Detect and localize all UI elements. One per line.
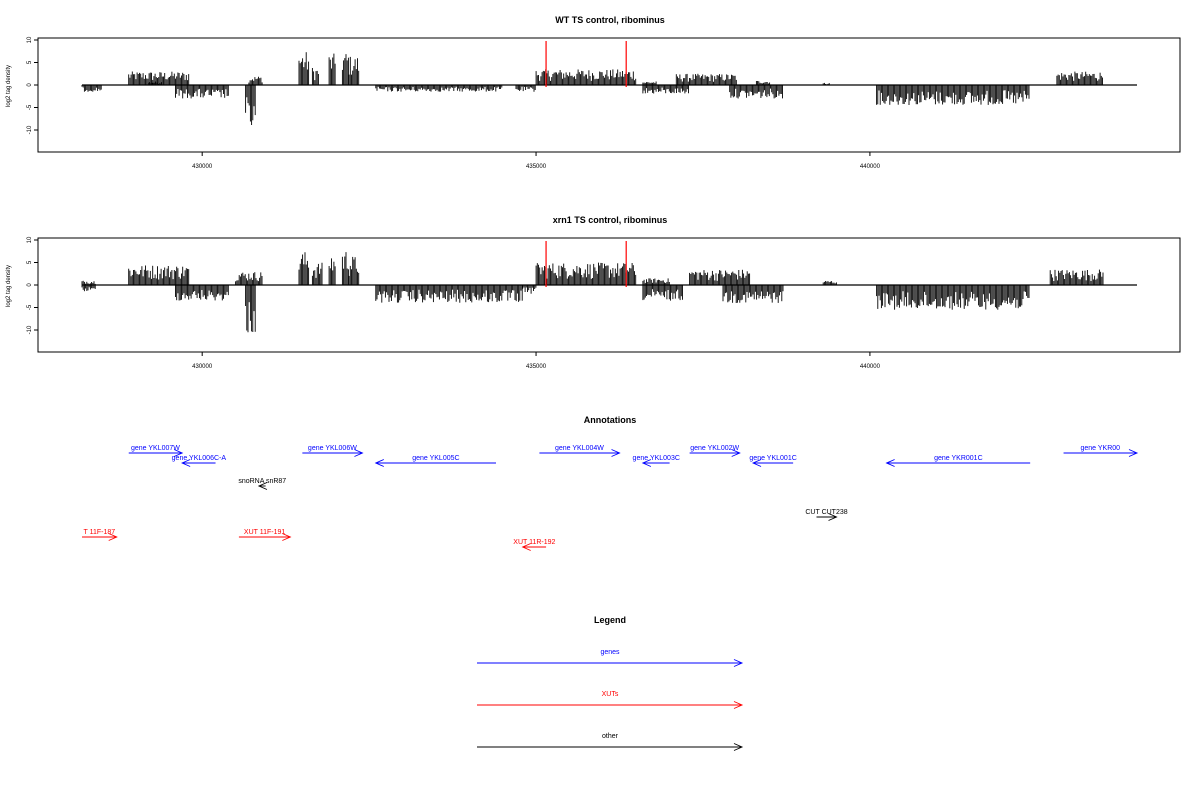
y-tick-label: 0 (27, 283, 33, 287)
xrn1-coverage-bars (81, 252, 1137, 333)
annotation-label: snoRNA snR87 (238, 478, 286, 485)
wt-coverage-panel: WT TS control, ribominus log2 tag densit… (6, 15, 1181, 170)
wt-coverage-bars (81, 52, 1137, 125)
wt-y-axis-label: log2 tag density (6, 65, 12, 107)
x-tick-label: 435000 (526, 164, 547, 170)
xrn1-axes: 10 5 0 -5 -10 430000 435000 440000 (27, 236, 1181, 370)
annotation-feature: gene YKR001C (885, 455, 1031, 467)
annotation-label: gene YKL006C-A (172, 455, 227, 462)
annotation-feature: gene YKL007W (128, 445, 184, 457)
annotation-feature: XUT 11F-191 (238, 529, 292, 541)
annotation-feature: gene YKL006W (302, 445, 364, 457)
annotation-label: gene YKR00 (1080, 445, 1120, 452)
plot-frame (37, 37, 1181, 153)
arrowhead (521, 543, 531, 551)
arrowhead (257, 482, 268, 490)
arrowhead (181, 459, 191, 467)
y-tick-label: 5 (27, 260, 33, 264)
x-tick-label: 430000 (192, 164, 213, 170)
arrowhead (641, 459, 652, 467)
annotation-feature: gene YKL004W (539, 445, 621, 457)
annotation-label: gene YKL005C (412, 455, 459, 462)
annotation-feature: snoRNA snR87 (238, 478, 286, 490)
plot-frame (37, 237, 1181, 353)
annotation-label: CUT CUT238 (805, 509, 847, 516)
legend-label: other (602, 733, 619, 740)
x-tick-label: 430000 (192, 364, 213, 370)
x-tick-label: 440000 (860, 364, 881, 370)
annotation-feature: XUT 11R-192 (513, 539, 556, 551)
annotation-label: gene YKL007W (131, 445, 180, 452)
y-tick-label: -10 (27, 325, 33, 334)
arrowhead (282, 533, 292, 541)
annotation-label: XUT 11F-191 (244, 529, 285, 536)
annotation-label: gene YKR001C (934, 455, 983, 462)
arrowhead (611, 449, 621, 457)
annotation-label: gene YKL003C (633, 455, 680, 462)
legend-item: XUTs (477, 691, 744, 709)
annotation-label: gene YKL004W (555, 445, 604, 452)
legend-label: genes (600, 649, 620, 656)
y-tick-label: 5 (27, 60, 33, 64)
xrn1-region-markers (545, 241, 627, 287)
xrn1-y-axis-label: log2 tag density (6, 265, 12, 307)
xrn1-panel-title: xrn1 TS control, ribominus (553, 215, 668, 225)
annotation-feature: gene YKL005C (374, 455, 496, 467)
annotations-title: Annotations (584, 415, 637, 425)
annotation-label: gene YKL001C (749, 455, 796, 462)
arrowhead (828, 513, 838, 521)
y-tick-label: 10 (27, 36, 33, 43)
y-tick-label: -5 (27, 104, 33, 110)
arrowhead (173, 449, 184, 457)
legend-item: genes (477, 649, 744, 667)
xrn1-coverage-panel: xrn1 TS control, ribominus log2 tag dens… (6, 215, 1181, 370)
x-tick-label: 440000 (860, 164, 881, 170)
y-tick-label: -5 (27, 304, 33, 310)
x-tick-label: 435000 (526, 364, 547, 370)
arrowhead (374, 459, 384, 467)
annotation-feature: gene YKL002W (689, 445, 741, 457)
y-tick-label: -10 (27, 125, 33, 134)
legend: Legend genes XUTs other (477, 615, 744, 751)
arrowhead (1128, 449, 1139, 457)
annotation-features: gene YKL007W gene YKL006C-A gene YKL006W ge… (82, 445, 1139, 551)
wt-region-markers (545, 41, 627, 87)
arrowhead (733, 743, 744, 751)
y-tick-label: 0 (27, 83, 33, 87)
arrowhead (108, 533, 118, 541)
legend-title: Legend (594, 615, 626, 625)
arrowhead (751, 459, 762, 467)
wt-panel-title: WT TS control, ribominus (555, 15, 665, 25)
arrowhead (885, 459, 895, 467)
arrowhead (354, 449, 364, 457)
annotation-feature: T 11F-187 (82, 529, 118, 541)
legend-label: XUTs (602, 691, 619, 698)
wt-axes: 10 5 0 -5 -10 430000 435000 440000 (27, 36, 1181, 170)
legend-items: genes XUTs other (477, 649, 744, 751)
annotation-label: gene YKL006W (308, 445, 357, 452)
annotation-feature: gene YKL001C (749, 455, 797, 467)
annotation-feature: gene YKL003C (633, 455, 680, 467)
annotation-feature: CUT CUT238 (805, 509, 848, 521)
annotation-feature: gene YKL006C-A (172, 455, 227, 467)
annotation-label: XUT 11R-192 (513, 539, 555, 546)
legend-item: other (477, 733, 744, 751)
annotation-label: gene YKL002W (690, 445, 739, 452)
y-tick-label: 10 (27, 236, 33, 243)
annotation-feature: gene YKR00 (1063, 445, 1139, 457)
arrowhead (731, 449, 741, 457)
annotation-label: T 11F-187 (84, 529, 116, 536)
arrowhead (733, 659, 744, 667)
arrowhead (733, 701, 744, 709)
